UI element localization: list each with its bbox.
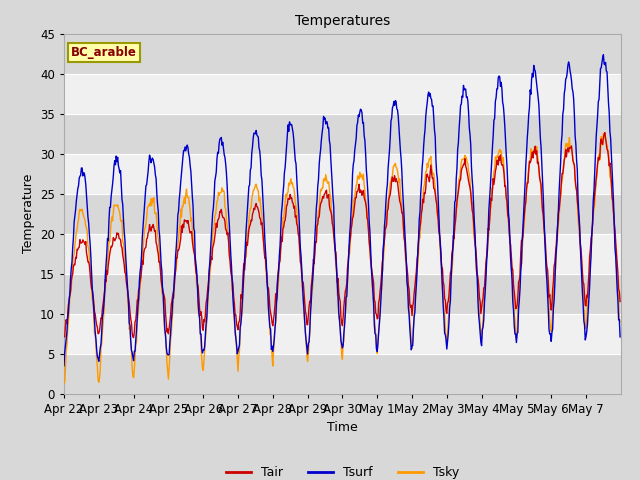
Bar [64, 154, 621, 193]
Bar [64, 193, 621, 234]
X-axis label: Time: Time [327, 421, 358, 434]
Bar [64, 114, 621, 154]
Bar [64, 313, 621, 354]
Bar [64, 354, 621, 394]
Legend: Tair, Tsurf, Tsky: Tair, Tsurf, Tsky [221, 461, 464, 480]
Y-axis label: Temperature: Temperature [22, 174, 35, 253]
Bar [64, 234, 621, 274]
Bar [64, 274, 621, 313]
Text: BC_arable: BC_arable [70, 46, 136, 59]
Bar [64, 34, 621, 73]
Title: Temperatures: Temperatures [295, 14, 390, 28]
Bar [64, 73, 621, 114]
